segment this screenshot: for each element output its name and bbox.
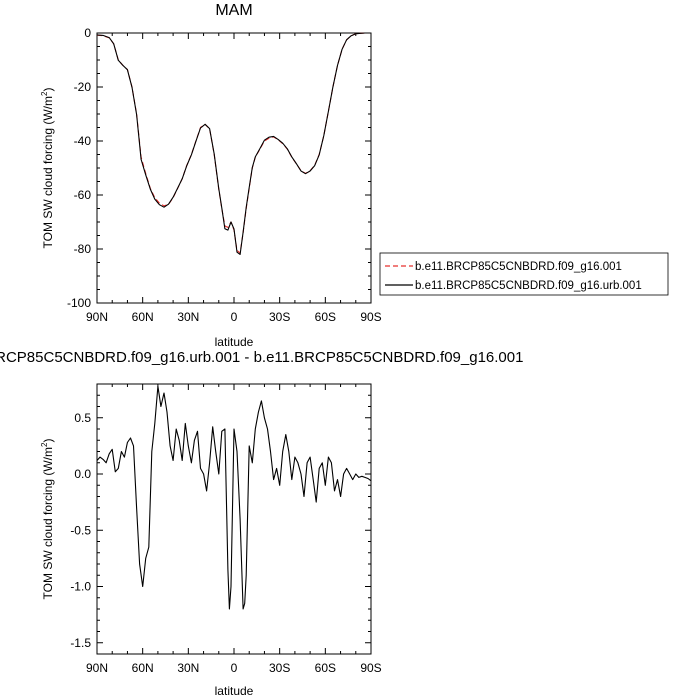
bottom-y-tick-labels: 0.5 0.0 -0.5 -1.0 -1.5 <box>70 411 91 650</box>
bottom-x-tick-label: 60N <box>132 661 154 675</box>
top-x-tick-label: 60S <box>315 310 336 324</box>
bottom-y-axis-label-main: TOM SW cloud forcing (W/m <box>41 447 55 599</box>
top-x-tick-label: 60N <box>132 310 154 324</box>
top-plot-frame <box>96 32 372 304</box>
bottom-y-tick-label: -1.0 <box>70 580 91 594</box>
top-x-tick-label: 30N <box>177 310 199 324</box>
bottom-y-tick-label: -0.5 <box>70 523 91 537</box>
top-x-tick-label: 0 <box>231 310 238 324</box>
top-y-tick-labels: 0 -20 -40 -60 -80 -100 <box>67 26 91 310</box>
top-x-tick-label: 30S <box>269 310 290 324</box>
bottom-x-tick-label: 0 <box>231 661 238 675</box>
bottom-y-axis-label-sup: 2 <box>40 442 49 447</box>
top-tick-marks <box>96 32 372 304</box>
legend-box <box>379 252 669 296</box>
top-y-axis-label: TOM SW cloud forcing (W/m2) <box>40 88 55 249</box>
bottom-x-tick-label: 30N <box>177 661 199 675</box>
top-x-tick-labels: 90N 60N 30N 0 30S 60S 90S <box>86 310 382 324</box>
bottom-y-tick-label: 0.0 <box>74 467 91 481</box>
top-y-tick-label: -100 <box>67 296 91 310</box>
top-y-axis-label-end: ) <box>41 88 55 92</box>
top-y-tick-label: -20 <box>74 80 92 94</box>
top-x-tick-label: 90S <box>360 310 381 324</box>
top-series-lines <box>96 32 371 255</box>
top-series-line-2 <box>96 32 371 255</box>
top-title: MAM <box>215 2 252 19</box>
bottom-y-tick-label: -1.5 <box>70 636 91 650</box>
top-x-axis-label: latitude <box>215 335 254 349</box>
top-y-axis-label-sup: 2 <box>40 91 49 96</box>
bottom-y-axis-label: TOM SW cloud forcing (W/m2) <box>40 439 55 600</box>
top-panel: MAM 90N 60N 30N 0 30S 60S 90S 0 -20 -40 -60 -80 -10… <box>40 2 669 349</box>
top-y-tick-label: -60 <box>74 188 92 202</box>
bottom-x-tick-label: 60S <box>315 661 336 675</box>
bottom-tick-marks <box>96 383 372 655</box>
bottom-panel: b.e11.BRCP85C5CNBDRD.f09_g16.urb.001 - b… <box>0 349 523 698</box>
top-legend: b.e11.BRCP85C5CNBDRD.f09_g16.001 b.e11.B… <box>379 252 669 296</box>
bottom-x-tick-label: 90S <box>360 661 381 675</box>
top-y-tick-label: 0 <box>84 26 91 40</box>
top-series-line-1 <box>96 32 371 254</box>
bottom-y-axis-label-end: ) <box>41 439 55 443</box>
bottom-series-line-1 <box>96 385 372 610</box>
top-y-tick-label: -40 <box>74 134 92 148</box>
bottom-x-tick-labels: 90N 60N 30N 0 30S 60S 90S <box>86 661 382 675</box>
top-y-axis-label-main: TOM SW cloud forcing (W/m <box>41 96 55 248</box>
legend-label-series-1: b.e11.BRCP85C5CNBDRD.f09_g16.001 <box>415 261 622 273</box>
legend-label-series-2: b.e11.BRCP85C5CNBDRD.f09_g16.urb.001 <box>415 280 642 292</box>
bottom-title: b.e11.BRCP85C5CNBDRD.f09_g16.urb.001 - b… <box>0 349 523 366</box>
bottom-y-tick-label: 0.5 <box>74 411 91 425</box>
bottom-x-axis-label: latitude <box>215 684 254 698</box>
top-x-tick-label: 90N <box>86 310 108 324</box>
bottom-x-tick-label: 30S <box>269 661 290 675</box>
bottom-plot-frame <box>96 383 372 655</box>
bottom-series-lines <box>96 385 372 610</box>
bottom-x-tick-label: 90N <box>86 661 108 675</box>
top-y-tick-label: -80 <box>74 242 92 256</box>
